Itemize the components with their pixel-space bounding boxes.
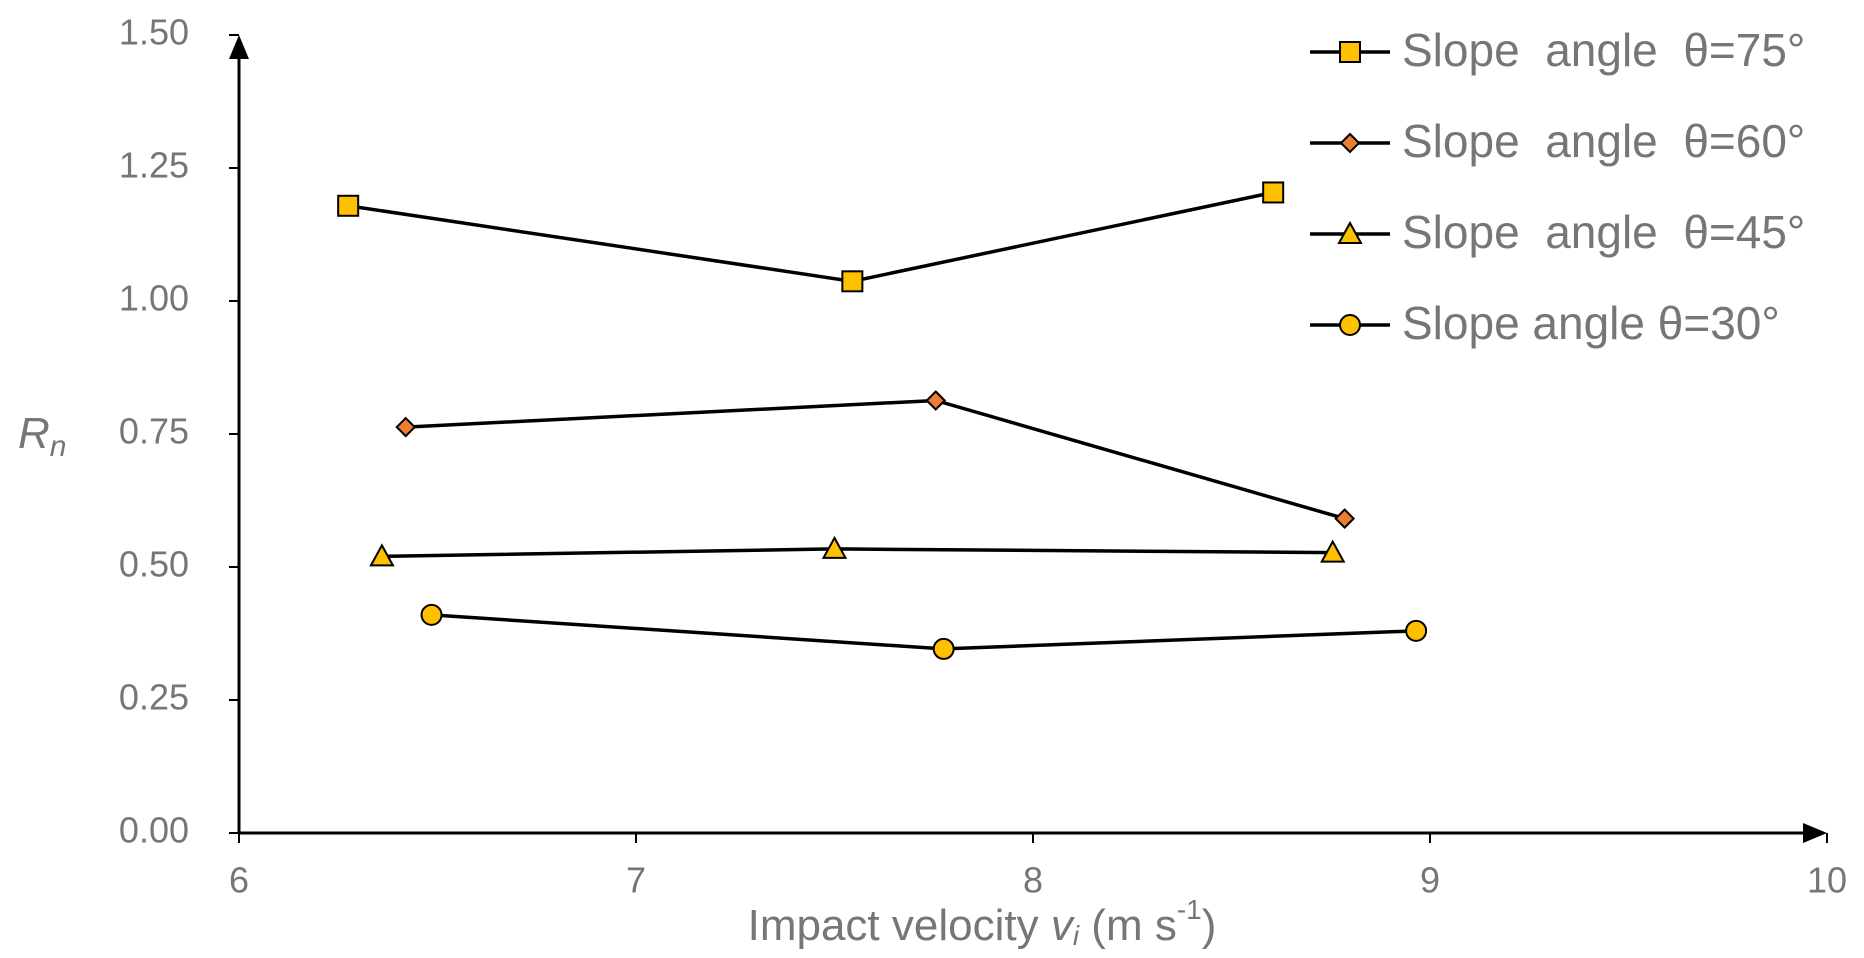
legend-marker xyxy=(1337,220,1363,244)
y-tick-label: 1.00 xyxy=(119,278,189,319)
legend-text: Slope angle θ=30° xyxy=(1402,297,1780,349)
y-title-sub: n xyxy=(50,430,67,463)
marker xyxy=(932,637,955,660)
x-title-close: ) xyxy=(1202,901,1217,950)
y-axis-arrow xyxy=(229,35,249,59)
x-tick-label: 10 xyxy=(1807,860,1847,901)
legend-marker xyxy=(1339,132,1361,154)
marker xyxy=(395,416,417,438)
marker xyxy=(420,603,443,626)
legend-marker xyxy=(1339,41,1361,63)
x-axis-arrow xyxy=(1803,823,1827,843)
x-tick-label: 8 xyxy=(1023,860,1043,901)
x-title-sup: -1 xyxy=(1177,894,1202,925)
series-line xyxy=(347,190,1274,284)
marker xyxy=(1334,508,1356,530)
x-title-var: v xyxy=(1051,901,1076,950)
x-axis-title: Impact velocity vi (m s-1) xyxy=(748,894,1217,951)
marker xyxy=(821,535,848,559)
legend-marker xyxy=(1339,314,1361,336)
series-line xyxy=(431,613,1417,651)
legend-text: Slope angle θ=60° xyxy=(1402,115,1805,167)
y-tick-label: 1.50 xyxy=(119,12,189,53)
x-title-unit: (m s xyxy=(1079,901,1177,950)
y-tick-label: 0.25 xyxy=(119,677,189,718)
marker xyxy=(925,390,947,411)
marker xyxy=(841,270,864,293)
marker xyxy=(369,543,395,567)
x-title-text: Impact velocity xyxy=(748,901,1051,950)
y-axis-title: Rn xyxy=(18,409,66,463)
series-line xyxy=(381,547,1333,559)
y-tick-label: 1.25 xyxy=(119,145,189,186)
series-line xyxy=(405,398,1346,521)
x-tick-label: 6 xyxy=(229,860,249,901)
marker xyxy=(1405,619,1428,642)
marker xyxy=(337,194,360,217)
marker xyxy=(1320,539,1346,563)
legend-text: Slope angle θ=75° xyxy=(1402,24,1805,76)
y-tick-label: 0.00 xyxy=(119,810,189,851)
legend-text: Slope angle θ=45° xyxy=(1402,206,1805,258)
x-tick-label: 9 xyxy=(1420,860,1440,901)
x-tick-label: 7 xyxy=(626,860,646,901)
y-tick-label: 0.50 xyxy=(119,544,189,585)
x-title-sub: i xyxy=(1073,920,1080,951)
y-title-var: R xyxy=(18,409,50,458)
y-tick-label: 0.75 xyxy=(119,411,189,452)
marker xyxy=(1262,181,1285,204)
